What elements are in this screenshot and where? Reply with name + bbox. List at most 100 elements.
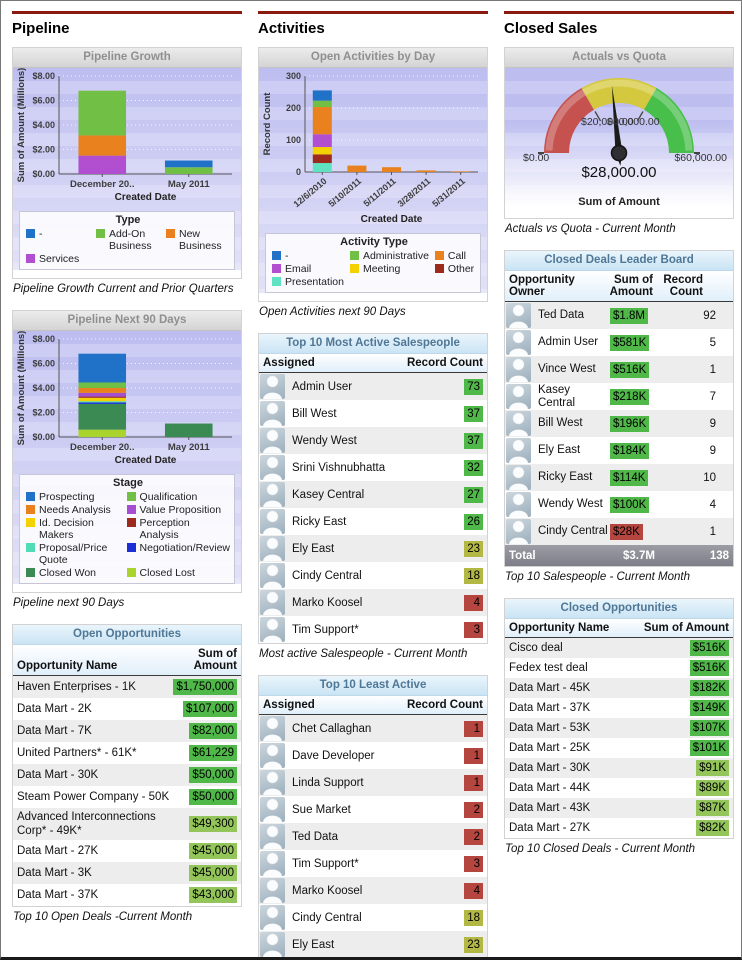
table-row[interactable]: Kasey Central 27 <box>259 481 487 508</box>
table-row[interactable]: Wendy West $100K 4 <box>505 491 733 518</box>
record-count-value: 3 <box>464 621 483 638</box>
legend-label: Meeting <box>362 263 401 275</box>
table-row[interactable]: Bill West $196K 9 <box>505 410 733 437</box>
table-row[interactable]: Ted Data 2 <box>259 823 487 850</box>
table-row[interactable]: Dave Developer 1 <box>259 742 487 769</box>
legend-item: Negotiation/Review <box>126 542 230 566</box>
table-row[interactable]: Data Mart - 30K $91K <box>505 758 733 778</box>
table-row[interactable]: Data Mart - 37K $149K <box>505 698 733 718</box>
table-row[interactable]: Cindy Central 18 <box>259 904 487 931</box>
legend-label: Proposal/Price Quote <box>39 542 108 566</box>
table-row[interactable]: Data Mart - 3K $45,000 <box>13 862 241 884</box>
assigned-name: Cindy Central <box>292 911 362 924</box>
open-activities-chart[interactable]: 0 100 200 300 12/6/2010 5/10/2011 5/11/2011 3/2… <box>259 68 487 293</box>
table-row[interactable]: Steam Power Company - 50K $50,000 <box>13 786 241 808</box>
legend-item: Services <box>26 253 90 265</box>
table-row[interactable]: Data Mart - 7K $82,000 <box>13 720 241 742</box>
open-activities-panel-title: Open Activities by Day <box>259 48 487 68</box>
actuals-vs-quota-gauge[interactable]: $0.00 $60,000.00 $20,000.00 $40,000.00 $28,0… <box>505 68 733 218</box>
record-count-value: 9 <box>709 444 716 457</box>
section-title-pipeline: Pipeline <box>12 11 242 37</box>
assigned-name: Cindy Central <box>292 569 362 582</box>
table-row[interactable]: Ted Data $1.8M 92 <box>505 302 733 329</box>
closed-opportunities-panel-title: Closed Opportunities <box>505 599 733 619</box>
opportunity-name: Data Mart - 25K <box>509 742 591 754</box>
table-row[interactable]: Sue Market 2 <box>259 796 487 823</box>
table-row[interactable]: Srini Vishnubhatta 32 <box>259 454 487 481</box>
table-row[interactable]: Data Mart - 27K $45,000 <box>13 840 241 862</box>
table-row[interactable]: Marko Koosel 4 <box>259 877 487 904</box>
svg-text:3/28/2011: 3/28/2011 <box>396 176 433 209</box>
table-row[interactable]: Data Mart - 43K $87K <box>505 798 733 818</box>
table-row[interactable]: Wendy West 37 <box>259 427 487 454</box>
pipeline-growth-panel-title: Pipeline Growth <box>13 48 241 68</box>
table-row[interactable]: Ricky East $114K 10 <box>505 464 733 491</box>
table-row[interactable]: Data Mart - 25K $101K <box>505 738 733 758</box>
table-row[interactable]: Data Mart - 44K $89K <box>505 778 733 798</box>
table-row[interactable]: Data Mart - 37K $43,000 <box>13 884 241 906</box>
table-row[interactable]: Advanced Interconnections Corp* - 49K* $4… <box>13 808 241 840</box>
svg-text:May 2011: May 2011 <box>168 179 210 190</box>
owner-name: Ely East <box>538 444 581 456</box>
table-row[interactable]: Linda Support 1 <box>259 769 487 796</box>
record-count-value: 3 <box>464 855 483 872</box>
table-row[interactable]: Cisco deal $516K <box>505 638 733 658</box>
svg-text:Created Date: Created Date <box>115 192 177 203</box>
legend-swatch-icon <box>126 518 136 527</box>
assigned-name: Linda Support <box>292 776 364 789</box>
svg-text:$0.00: $0.00 <box>32 169 55 179</box>
legend-label: Add-On Business <box>109 228 152 252</box>
record-count-value: 37 <box>464 405 483 422</box>
leader-board-header-row: Opportunity Owner Sum of Amount Record C… <box>505 271 733 302</box>
table-row[interactable]: Data Mart - 30K $50,000 <box>13 764 241 786</box>
amount-value: $1.8M <box>610 307 648 324</box>
table-row[interactable]: Tim Support* 3 <box>259 616 487 643</box>
table-row[interactable]: Data Mart - 2K $107,000 <box>13 698 241 720</box>
table-row[interactable]: Marko Koosel 4 <box>259 589 487 616</box>
table-row[interactable]: Ely East 23 <box>259 535 487 562</box>
table-row[interactable]: Ely East 23 <box>259 931 487 957</box>
gauge-dial <box>538 78 700 166</box>
table-row[interactable]: Bill West 37 <box>259 400 487 427</box>
avatar <box>260 509 285 534</box>
avatar <box>506 438 531 463</box>
table-row[interactable]: Vince West $516K 1 <box>505 356 733 383</box>
pipeline-next90-chart[interactable]: $0.00 $2.00 $4.00 $6.00 $8.00 December 20.. Ma… <box>13 331 241 584</box>
table-row[interactable]: Tim Support* 3 <box>259 850 487 877</box>
table-row[interactable]: Cindy Central $28K 1 <box>505 518 733 545</box>
legend-swatch-icon <box>26 543 35 552</box>
legend-item: Id. Decision Makers <box>26 517 121 541</box>
table-row[interactable]: Ricky East 26 <box>259 508 487 535</box>
table-row[interactable]: Fedex test deal $516K <box>505 658 733 678</box>
table-row[interactable]: Admin User $581K 5 <box>505 329 733 356</box>
assigned-name: Marko Koosel <box>292 596 363 609</box>
table-row[interactable]: United Partners* - 61K* $61,229 <box>13 742 241 764</box>
opportunity-name: Data Mart - 7K <box>17 725 92 737</box>
table-row[interactable]: Data Mart - 27K $82K <box>505 818 733 838</box>
assigned-name: Tim Support* <box>292 857 359 870</box>
closed-opportunities-panel: Closed Opportunities Opportunity Name Su… <box>504 598 734 839</box>
svg-text:December 20..: December 20.. <box>70 442 134 453</box>
record-count-value: 1 <box>464 720 483 737</box>
pipeline-growth-chart[interactable]: $0.00 $2.00 $4.00 $6.00 $8.00 December 20.. Ma… <box>13 68 241 270</box>
amount-value: $50,000 <box>189 767 237 783</box>
table-row[interactable]: Kasey Central $218K 7 <box>505 383 733 410</box>
owner-name: Kasey Central <box>538 383 576 409</box>
record-count-value: 32 <box>464 459 483 476</box>
leader-board-panel: Closed Deals Leader Board Opportunity Ow… <box>504 250 734 567</box>
opportunity-name: Data Mart - 37K <box>17 889 99 901</box>
legend-item: Qualification <box>126 491 230 503</box>
table-row[interactable]: Data Mart - 45K $182K <box>505 678 733 698</box>
svg-text:$8.00: $8.00 <box>32 334 55 344</box>
actuals-vs-quota-panel-title: Actuals vs Quota <box>505 48 733 68</box>
table-row[interactable]: Cindy Central 18 <box>259 562 487 589</box>
legend-label: Administrative <box>362 250 429 262</box>
avatar <box>506 492 531 517</box>
table-row[interactable]: Data Mart - 53K $107K <box>505 718 733 738</box>
table-row[interactable]: Chet Callaghan 1 <box>259 715 487 742</box>
legend-label: Email <box>285 263 312 275</box>
table-row[interactable]: Ely East $184K 9 <box>505 437 733 464</box>
column-header-opportunity-name: Opportunity Name <box>509 622 610 634</box>
table-row[interactable]: Haven Enterprises - 1K $1,750,000 <box>13 676 241 698</box>
table-row[interactable]: Admin User 73 <box>259 373 487 400</box>
